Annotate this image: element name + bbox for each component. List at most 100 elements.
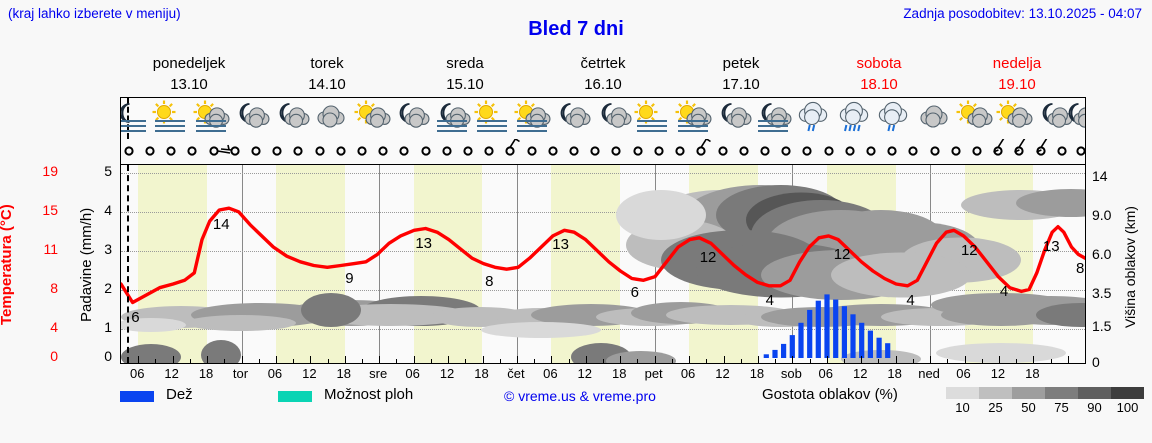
x-tick-mark (155, 359, 157, 363)
cloud-density-tick-1: 25 (988, 400, 1003, 415)
temperature-label-11: 12 (960, 241, 978, 259)
x-tick-mark (912, 359, 914, 363)
cloud-density-swatch-0 (946, 387, 979, 399)
weather-icon-sun-cloud-fog (512, 99, 552, 139)
temp-tick-0: 19 (42, 163, 58, 179)
x-tick-mark (327, 359, 329, 363)
day-separator-1 (241, 165, 243, 363)
wind-symbol-barb-up (988, 139, 1008, 161)
temperature-label-1: 14 (212, 216, 230, 233)
x-label-17: 12 (715, 366, 730, 381)
wind-symbol-calm (564, 141, 584, 161)
rain-legend-label: Dež (166, 386, 193, 403)
day-header-1: ponedeljek 13.10 (120, 52, 258, 96)
page-title: Bled 7 dni (528, 18, 624, 40)
x-tick-mark (499, 359, 501, 363)
day-date: 19.10 (998, 76, 1036, 93)
rain-bar-9 (841, 306, 847, 358)
wind-symbol-calm (121, 141, 139, 161)
wind-symbol-calm (1052, 141, 1072, 161)
x-tick-mark (224, 359, 226, 363)
temperature-label-5: 13 (552, 236, 569, 254)
daylight-band-3 (413, 165, 483, 363)
x-label-24: 06 (956, 366, 971, 381)
x-label-26: 18 (1025, 366, 1040, 381)
x-label-4: 06 (267, 366, 283, 381)
x-label-13: 12 (577, 366, 593, 381)
day-date: 13.10 (170, 76, 208, 93)
x-label-22: 18 (887, 366, 902, 381)
weather-icon-cloud (914, 99, 954, 139)
location-menu-note[interactable]: (kraj lahko izberete v meniju) (8, 6, 181, 21)
cloudheight-axis-title: Višina oblakov (km) (1122, 206, 1138, 329)
rain-bars (763, 294, 891, 358)
temperature-axis-title: Temperatura (°C) (0, 204, 15, 326)
wind-symbol-barb-down (691, 139, 712, 161)
x-label-8: 06 (405, 366, 420, 381)
cloud-density-swatch-5 (1111, 387, 1144, 399)
rain-bar-10 (850, 314, 856, 358)
rain-bar-5 (807, 309, 813, 358)
wind-symbol-calm (819, 141, 839, 161)
day-date: 14.10 (308, 76, 346, 93)
day-header-2: torek 14.10 (258, 52, 396, 96)
rain-bar-7 (824, 294, 830, 358)
x-label-25: 12 (990, 366, 1006, 381)
rain-bar-12 (867, 330, 873, 358)
wind-symbol-barb-up (1031, 139, 1051, 161)
wind-symbol-calm (394, 141, 414, 161)
cloud-density-legend-label: Gostota oblakov (%) (762, 386, 898, 403)
last-update-label: Zadnja posodobitev: 13.10.2025 - 04:07 (903, 6, 1142, 21)
weather-icon-moon-cloud-fog (432, 99, 472, 139)
day-name: petek (722, 55, 760, 72)
day-header-strip: ponedeljek 13.10 torek 14.10 sreda 15.10 četrt… (120, 52, 1086, 96)
temperature-label-9: 12 (833, 245, 851, 263)
weather-icon-sun-cloud-fog (191, 99, 231, 139)
x-tick-mark (706, 359, 708, 363)
day-date: 17.10 (722, 76, 760, 93)
x-tick-mark (293, 359, 295, 363)
weather-icon-cloud (311, 99, 351, 139)
cloud-density-swatch-2 (1012, 387, 1045, 399)
wind-symbol-calm (925, 141, 945, 161)
copyright-link[interactable]: © vreme.us & vreme.pro (504, 388, 656, 404)
day-name: sreda (446, 55, 484, 72)
day-header-6: sobota 18.10 (810, 52, 948, 96)
weather-icon-moon-cloud (1060, 99, 1085, 139)
x-tick-mark (465, 359, 467, 363)
weather-icon-sun-fog (632, 99, 672, 139)
x-tick-mark (344, 356, 346, 363)
wind-symbol-barb-down (500, 139, 521, 161)
day-separator-3 (516, 165, 518, 363)
day-header-3: sreda 15.10 (396, 52, 534, 96)
wind-symbol-calm (606, 141, 626, 161)
x-tick-mark (809, 359, 811, 363)
x-tick-mark (844, 359, 845, 363)
rain-bar-4 (798, 322, 804, 358)
temp-tick-1: 15 (42, 202, 58, 218)
wind-symbol-calm (946, 141, 966, 161)
weather-icon-sun-cloud (352, 99, 392, 139)
weather-icon-sun-cloud (994, 99, 1034, 139)
precip-tick-1: 4 (104, 202, 112, 218)
x-tick-mark (1033, 356, 1035, 363)
x-label-11: čet (507, 366, 525, 381)
x-tick-mark (448, 356, 450, 363)
x-label-9: 12 (439, 366, 455, 381)
x-label-0: 06 (129, 366, 145, 381)
x-tick-mark (172, 356, 174, 363)
cloud-tick-4: 1.5 (1092, 318, 1112, 334)
gridline-3 (121, 290, 1085, 291)
wind-symbol-calm (649, 141, 669, 161)
cloud-tick-2: 6.0 (1092, 246, 1112, 262)
day-header-7: nedelja 19.10 (948, 52, 1086, 96)
x-tick-mark (551, 356, 553, 363)
x-tick-mark (603, 359, 604, 363)
x-tick-mark (310, 356, 312, 363)
x-tick-mark (207, 356, 209, 363)
wind-symbol-calm (331, 141, 351, 161)
x-tick-mark (362, 359, 363, 363)
rain-bar-11 (859, 322, 865, 358)
wind-symbol-calm (373, 141, 393, 161)
gridline-2 (121, 251, 1085, 252)
